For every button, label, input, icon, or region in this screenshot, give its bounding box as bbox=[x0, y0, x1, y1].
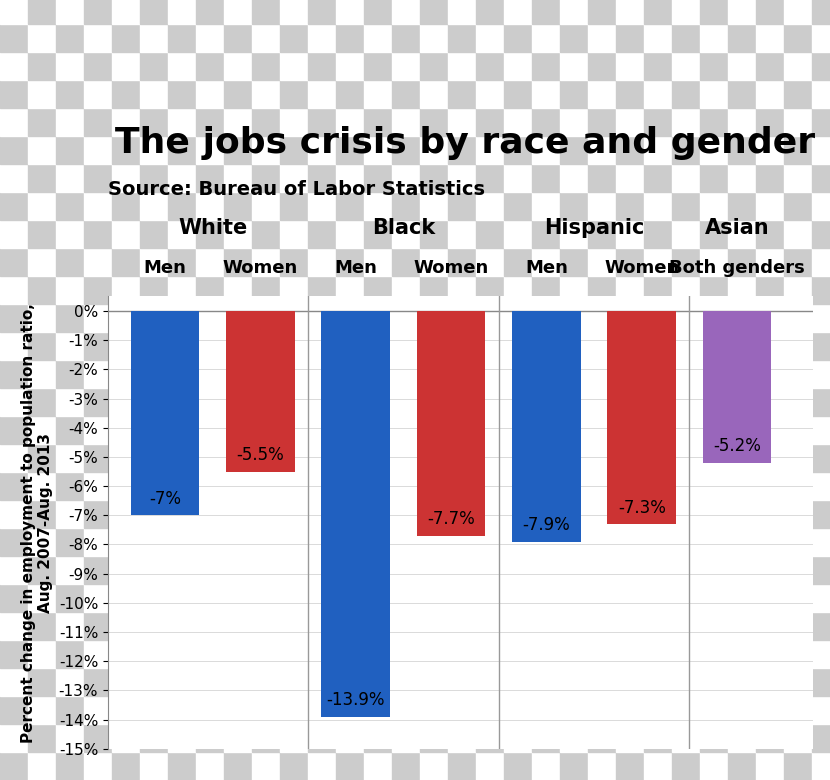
Bar bbox=[512, 311, 581, 541]
Text: Women: Women bbox=[222, 259, 298, 277]
Text: -13.9%: -13.9% bbox=[326, 691, 385, 709]
Text: -5.5%: -5.5% bbox=[237, 446, 285, 464]
Text: -7%: -7% bbox=[149, 490, 181, 508]
Text: Black: Black bbox=[372, 218, 435, 238]
Bar bbox=[131, 311, 199, 516]
Text: Hispanic: Hispanic bbox=[544, 218, 644, 238]
Text: -7.7%: -7.7% bbox=[427, 510, 475, 528]
Text: Men: Men bbox=[334, 259, 377, 277]
Text: Asian: Asian bbox=[705, 218, 769, 238]
Text: Source: Bureau of Labor Statistics: Source: Bureau of Labor Statistics bbox=[108, 180, 485, 199]
Text: White: White bbox=[178, 218, 247, 238]
Text: Women: Women bbox=[604, 259, 680, 277]
Bar bbox=[417, 311, 486, 536]
Text: The jobs crisis by race and gender: The jobs crisis by race and gender bbox=[115, 126, 815, 160]
Text: Both genders: Both genders bbox=[669, 259, 805, 277]
Bar bbox=[703, 311, 771, 463]
Text: -7.9%: -7.9% bbox=[523, 516, 570, 534]
Bar bbox=[608, 311, 676, 524]
Text: Men: Men bbox=[144, 259, 187, 277]
Bar bbox=[321, 311, 390, 717]
Bar bbox=[226, 311, 295, 472]
Text: Women: Women bbox=[413, 259, 489, 277]
Text: -7.3%: -7.3% bbox=[618, 498, 666, 517]
Y-axis label: Percent change in employment to population ratio,
Aug. 2007-Aug. 2013: Percent change in employment to populati… bbox=[21, 303, 53, 743]
Text: -5.2%: -5.2% bbox=[713, 438, 761, 456]
Text: Men: Men bbox=[525, 259, 568, 277]
